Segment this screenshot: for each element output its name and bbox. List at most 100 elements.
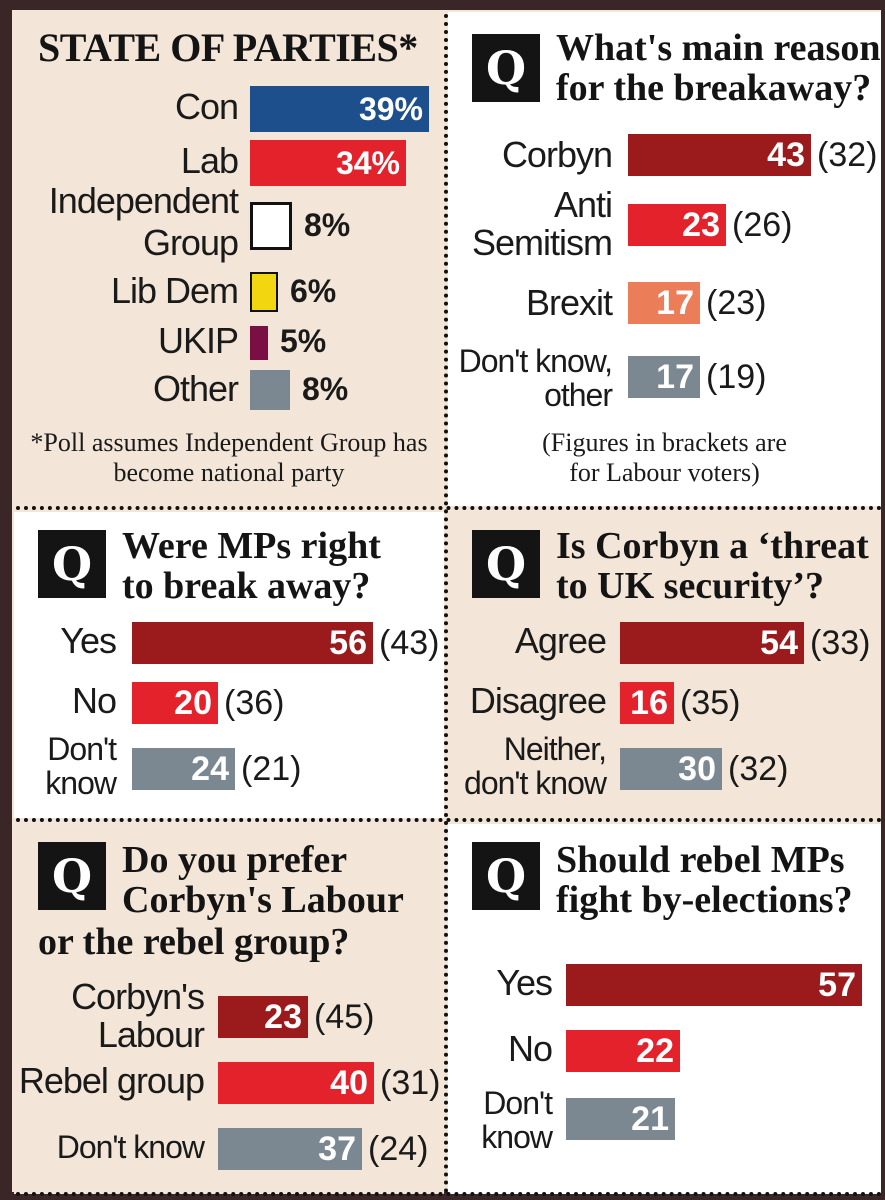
q2-title-line-1: Were MPs right <box>122 525 381 567</box>
state-of-parties-title: STATE OF PARTIES* <box>38 25 418 70</box>
party-swatch <box>250 326 268 360</box>
answer-label: Don't know, other <box>458 343 613 413</box>
answer-label: Agree <box>514 620 607 661</box>
answer-bar: 23 <box>628 204 726 246</box>
q1-bracket-note: (Figures in brackets are for Labour vote… <box>448 428 881 488</box>
answer-bar: 20 <box>132 682 218 724</box>
q1-title-line-1: What's main reason <box>556 27 881 69</box>
answer-label: Don't know <box>56 1129 205 1165</box>
q-box-icon: Q <box>472 34 540 102</box>
bracket-value: (33) <box>810 624 871 662</box>
q-box-icon: Q <box>472 842 540 910</box>
state-of-parties-note: *Poll assumes Independent Group has beco… <box>30 428 428 487</box>
answer-bar: 57 <box>566 964 862 1006</box>
party-bar: 34% <box>250 140 406 186</box>
answer-label-line: Don't know, <box>458 343 613 379</box>
q-box-icon: Q <box>38 842 106 910</box>
party-label: Lab <box>180 140 239 181</box>
horizontal-divider-2 <box>16 818 882 822</box>
answer-label: Anti Semitism <box>471 186 613 263</box>
q5-title-line-2: fight by-elections? <box>556 879 853 921</box>
q1-title-line-2: for the breakaway? <box>556 67 872 109</box>
q4-title-line-1: Do you prefer <box>122 839 348 881</box>
answer-label-line: Labour <box>97 1014 205 1055</box>
q1-note-line-1: (Figures in brackets are <box>542 428 787 457</box>
answer-label: No <box>71 680 117 721</box>
bracket-value: (36) <box>224 684 285 722</box>
bracket-value: (23) <box>706 284 767 322</box>
answer-bar: 54 <box>620 622 804 664</box>
horizontal-divider-1 <box>16 506 882 510</box>
bottom-border <box>0 1192 885 1200</box>
q5-title: Should rebel MPs fight by-elections? <box>556 840 853 920</box>
party-label-line: Independent <box>48 180 239 221</box>
q3-title-line-2: to UK security’? <box>556 565 825 607</box>
answer-label-line: Don't <box>47 731 117 767</box>
bracket-value: (21) <box>241 750 302 788</box>
answer-bar: 16 <box>620 682 674 724</box>
bracket-value: (35) <box>680 684 741 722</box>
bracket-value: (32) <box>817 136 878 174</box>
bracket-value: (43) <box>379 624 440 662</box>
answer-label-line: Neither, <box>503 731 607 767</box>
bracket-value: (24) <box>368 1130 429 1168</box>
answer-label: Don't know <box>481 1085 553 1155</box>
answer-bar: 22 <box>566 1030 680 1072</box>
answer-bar: 37 <box>218 1128 362 1170</box>
answer-bar: 24 <box>132 748 235 790</box>
bracket-value: (26) <box>732 206 793 244</box>
answer-label-line: don't know <box>464 765 607 801</box>
answer-bar: 30 <box>620 748 722 790</box>
q3-title: Is Corbyn a ‘threat to UK security’? <box>556 526 869 606</box>
bracket-value: (32) <box>728 750 789 788</box>
vertical-divider <box>444 14 448 1194</box>
bracket-value: (19) <box>706 358 767 396</box>
party-label: Independent Group <box>48 180 239 264</box>
answer-label: Corbyn <box>501 134 613 175</box>
q2-title: Were MPs right to break away? <box>122 526 381 606</box>
q1-note-line-2: for Labour voters) <box>569 458 760 487</box>
q-box-icon: Q <box>472 530 540 598</box>
q4-title-line-2: Corbyn's Labour <box>122 879 404 921</box>
party-percent: 8% <box>302 371 349 407</box>
party-label: Lib Dem <box>110 270 239 311</box>
answer-label: Neither, don't know <box>464 731 607 801</box>
party-percent: 5% <box>280 323 327 359</box>
answer-bar: 40 <box>218 1062 374 1104</box>
answer-label-line: Don't <box>483 1085 553 1121</box>
q-box-icon: Q <box>38 530 106 598</box>
answer-label: No <box>507 1028 553 1069</box>
answer-label-line: Corbyn's <box>71 976 205 1017</box>
party-label: Other <box>152 368 239 409</box>
top-border <box>0 0 885 10</box>
answer-bar: 17 <box>628 282 700 324</box>
answer-label-line: know <box>481 1119 553 1155</box>
answer-label-line: know <box>45 765 117 801</box>
party-percent: 6% <box>290 273 337 309</box>
answer-bar: 23 <box>218 996 308 1038</box>
answer-bar: 17 <box>628 356 700 398</box>
horizontal-divider-3 <box>16 1192 882 1196</box>
q4-title: Do you prefer Corbyn's Labour <box>122 840 404 920</box>
party-swatch <box>250 272 278 312</box>
answer-label-line: Semitism <box>471 222 613 263</box>
q1-title: What's main reason for the breakaway? <box>556 28 880 108</box>
party-swatch <box>250 370 290 410</box>
answer-label: Disagree <box>469 680 607 721</box>
party-percent: 8% <box>304 207 351 243</box>
bracket-value: (45) <box>314 998 375 1036</box>
q2-title-line-2: to break away? <box>122 565 371 607</box>
answer-label: Brexit <box>525 282 613 323</box>
party-label: UKIP <box>157 320 239 361</box>
answer-bar: 56 <box>132 622 373 664</box>
left-border <box>0 0 12 1200</box>
party-label: Con <box>174 86 239 127</box>
answer-label-line: other <box>544 377 613 413</box>
answer-label: Corbyn's Labour <box>71 976 205 1055</box>
right-border <box>881 0 885 1200</box>
answer-label: Rebel group <box>18 1060 205 1101</box>
party-swatch <box>250 202 292 250</box>
q3-title-line-1: Is Corbyn a ‘threat <box>556 525 869 567</box>
party-label-line: Group <box>142 222 239 263</box>
answer-label: Yes <box>496 962 553 1003</box>
